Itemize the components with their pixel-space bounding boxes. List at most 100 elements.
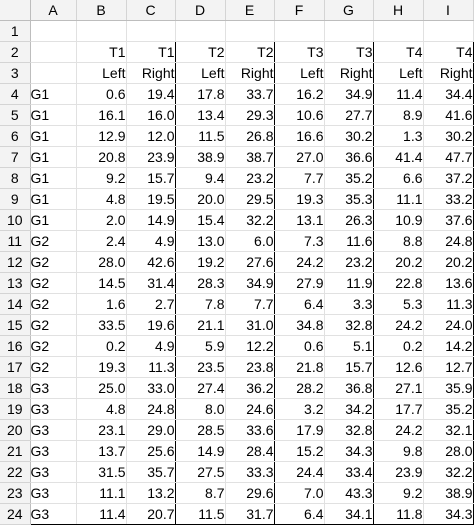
cell-i3[interactable]: Right: [423, 62, 474, 84]
cell-f14[interactable]: 6.4: [274, 293, 325, 315]
cell-b5[interactable]: 16.1: [75, 104, 127, 126]
cell-e12[interactable]: 27.6: [225, 251, 275, 273]
cell-a1[interactable]: [30, 20, 77, 42]
cell-i9[interactable]: 33.2: [423, 188, 474, 210]
cell-a9[interactable]: G1: [29, 188, 77, 210]
cell-d3[interactable]: Left: [175, 62, 226, 84]
cell-e3[interactable]: Right: [225, 62, 275, 84]
cell-g24[interactable]: 34.1: [324, 503, 374, 525]
cell-a14[interactable]: G2: [29, 293, 77, 315]
row-header-11[interactable]: 11: [0, 230, 31, 252]
cell-i13[interactable]: 13.6: [423, 272, 474, 294]
cell-c18[interactable]: 33.0: [126, 377, 176, 399]
cell-d23[interactable]: 8.7: [175, 482, 226, 504]
cell-f4[interactable]: 16.2: [274, 83, 325, 105]
cell-f22[interactable]: 24.4: [274, 461, 325, 483]
cell-g4[interactable]: 34.9: [324, 83, 374, 105]
cell-a24[interactable]: G3: [29, 503, 77, 525]
cell-c5[interactable]: 16.0: [126, 104, 176, 126]
cell-c1[interactable]: [126, 20, 176, 42]
cell-a22[interactable]: G3: [29, 461, 77, 483]
cell-g15[interactable]: 32.8: [324, 314, 374, 336]
cell-d9[interactable]: 20.0: [175, 188, 226, 210]
cell-e2[interactable]: T2: [225, 41, 275, 63]
cell-h12[interactable]: 20.2: [373, 251, 424, 273]
cell-i7[interactable]: 47.7: [423, 146, 474, 168]
cell-e17[interactable]: 23.8: [225, 356, 275, 378]
cell-i2[interactable]: T4: [423, 41, 474, 63]
cell-c8[interactable]: 15.7: [126, 167, 176, 189]
cell-e6[interactable]: 26.8: [225, 125, 275, 147]
cell-b17[interactable]: 19.3: [75, 356, 127, 378]
column-header-i[interactable]: I: [423, 0, 474, 21]
cell-h16[interactable]: 0.2: [373, 335, 424, 357]
cell-h9[interactable]: 11.1: [373, 188, 424, 210]
cell-i5[interactable]: 41.6: [423, 104, 474, 126]
cell-i15[interactable]: 24.0: [423, 314, 474, 336]
cell-g18[interactable]: 36.8: [324, 377, 374, 399]
cell-g2[interactable]: T3: [324, 41, 374, 63]
cell-b13[interactable]: 14.5: [75, 272, 127, 294]
cell-f13[interactable]: 27.9: [274, 272, 325, 294]
cell-a5[interactable]: G1: [29, 104, 77, 126]
cell-d21[interactable]: 14.9: [175, 440, 226, 462]
cell-b22[interactable]: 31.5: [75, 461, 127, 483]
cell-h18[interactable]: 27.1: [373, 377, 424, 399]
cell-i6[interactable]: 30.2: [423, 125, 474, 147]
cell-i11[interactable]: 24.8: [423, 230, 474, 252]
cell-f24[interactable]: 6.4: [274, 503, 325, 525]
cell-h6[interactable]: 1.3: [373, 125, 424, 147]
cell-h14[interactable]: 5.3: [373, 293, 424, 315]
cell-h2[interactable]: T4: [373, 41, 424, 63]
cell-h21[interactable]: 9.8: [373, 440, 424, 462]
row-header-12[interactable]: 12: [0, 251, 31, 273]
cell-a7[interactable]: G1: [29, 146, 77, 168]
column-header-f[interactable]: F: [274, 0, 325, 21]
cell-c21[interactable]: 25.6: [126, 440, 176, 462]
cell-d14[interactable]: 7.8: [175, 293, 226, 315]
cell-e10[interactable]: 32.2: [225, 209, 275, 231]
cell-b10[interactable]: 2.0: [75, 209, 127, 231]
cell-g14[interactable]: 3.3: [324, 293, 374, 315]
cell-c12[interactable]: 42.6: [126, 251, 176, 273]
row-header-22[interactable]: 22: [0, 461, 31, 483]
cell-c7[interactable]: 23.9: [126, 146, 176, 168]
cell-g9[interactable]: 35.3: [324, 188, 374, 210]
row-header-3[interactable]: 3: [0, 62, 31, 84]
cell-a17[interactable]: G2: [29, 356, 77, 378]
column-header-c[interactable]: C: [126, 0, 176, 21]
cell-h7[interactable]: 41.4: [373, 146, 424, 168]
row-header-16[interactable]: 16: [0, 335, 31, 357]
cell-d5[interactable]: 13.4: [175, 104, 226, 126]
row-header-4[interactable]: 4: [0, 83, 31, 105]
cell-c15[interactable]: 19.6: [126, 314, 176, 336]
cell-b7[interactable]: 20.8: [75, 146, 127, 168]
cell-f15[interactable]: 34.8: [274, 314, 325, 336]
cell-f2[interactable]: T3: [274, 41, 325, 63]
cell-c2[interactable]: T1: [126, 41, 176, 63]
cell-a16[interactable]: G2: [29, 335, 77, 357]
cell-a2[interactable]: [30, 41, 77, 63]
cell-g21[interactable]: 34.3: [324, 440, 374, 462]
row-header-8[interactable]: 8: [0, 167, 31, 189]
cell-g3[interactable]: Right: [324, 62, 374, 84]
row-header-2[interactable]: 2: [0, 41, 31, 63]
cell-g12[interactable]: 23.2: [324, 251, 374, 273]
cell-g10[interactable]: 26.3: [324, 209, 374, 231]
row-header-1[interactable]: 1: [0, 20, 31, 42]
cell-d10[interactable]: 15.4: [175, 209, 226, 231]
cell-h15[interactable]: 24.2: [373, 314, 424, 336]
cell-d22[interactable]: 27.5: [175, 461, 226, 483]
cell-d24[interactable]: 11.5: [175, 503, 226, 525]
cell-h13[interactable]: 22.8: [373, 272, 424, 294]
cell-c4[interactable]: 19.4: [126, 83, 176, 105]
cell-i10[interactable]: 37.6: [423, 209, 474, 231]
cell-f21[interactable]: 15.2: [274, 440, 325, 462]
cell-b21[interactable]: 13.7: [75, 440, 127, 462]
cell-e16[interactable]: 12.2: [225, 335, 275, 357]
cell-d13[interactable]: 28.3: [175, 272, 226, 294]
cell-c17[interactable]: 11.3: [126, 356, 176, 378]
cell-g16[interactable]: 5.1: [324, 335, 374, 357]
cell-b9[interactable]: 4.8: [75, 188, 127, 210]
cell-h5[interactable]: 8.9: [373, 104, 424, 126]
